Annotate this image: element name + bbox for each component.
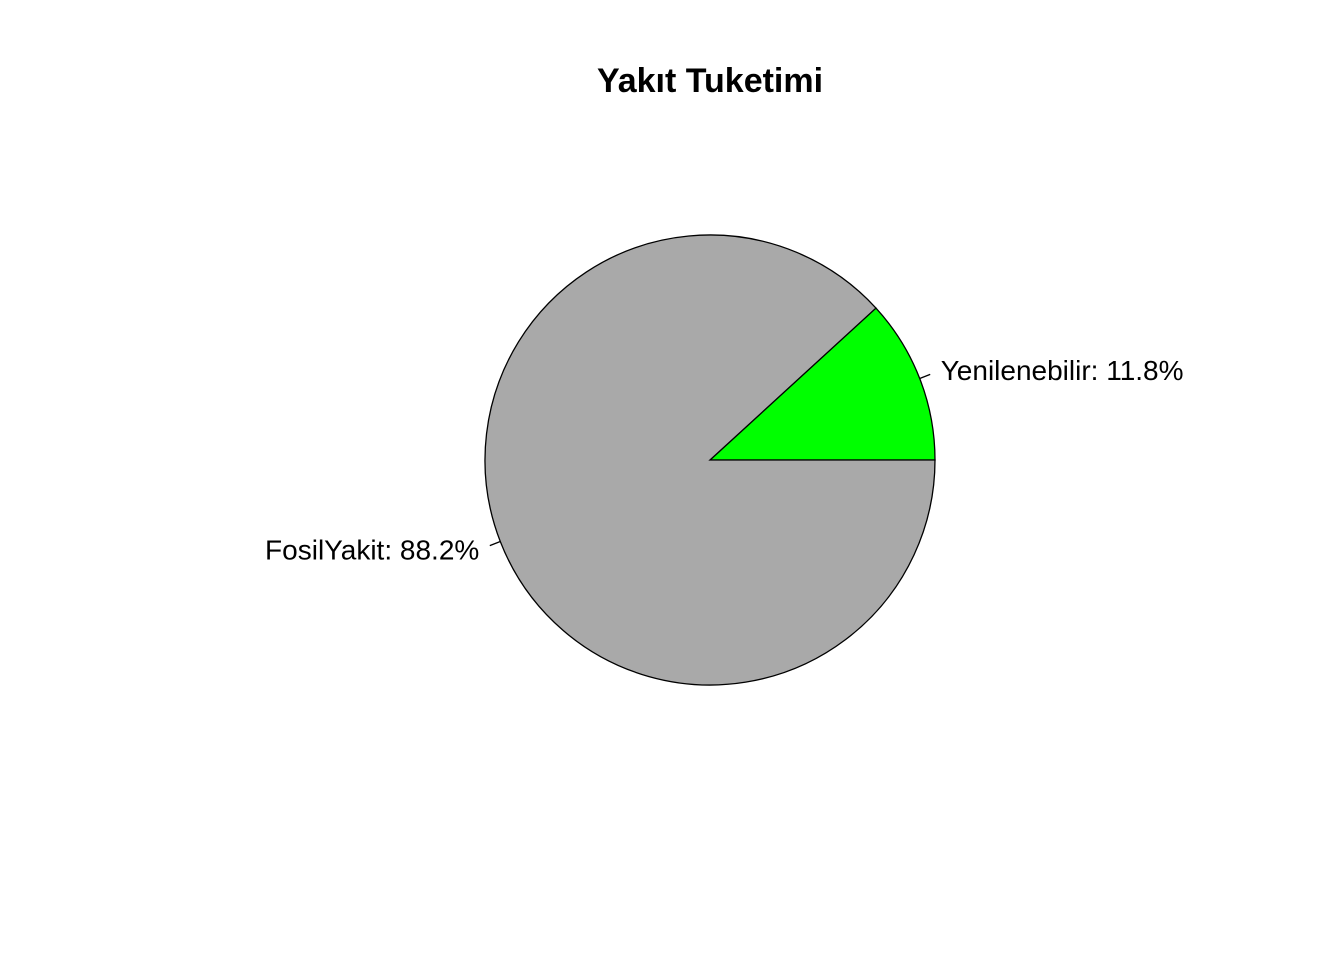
pie-slice-fosilyakit (484, 234, 936, 686)
leader-line-yenilenebilir (919, 373, 931, 380)
chart-title: Yakıt Tuketimi (597, 62, 823, 100)
pie-slice-yenilenebilir (708, 307, 936, 461)
leader-line-fosilyakit (489, 540, 501, 547)
slice-label-yenilenebilir: Yenilenebilir: 11.8% (941, 355, 1184, 386)
pie-slices (484, 234, 936, 686)
pie-labels: Yenilenebilir: 11.8% FosilYakit: 88.2% (265, 355, 1183, 565)
slice-label-fosilyakit: FosilYakit: 88.2% (265, 534, 479, 565)
